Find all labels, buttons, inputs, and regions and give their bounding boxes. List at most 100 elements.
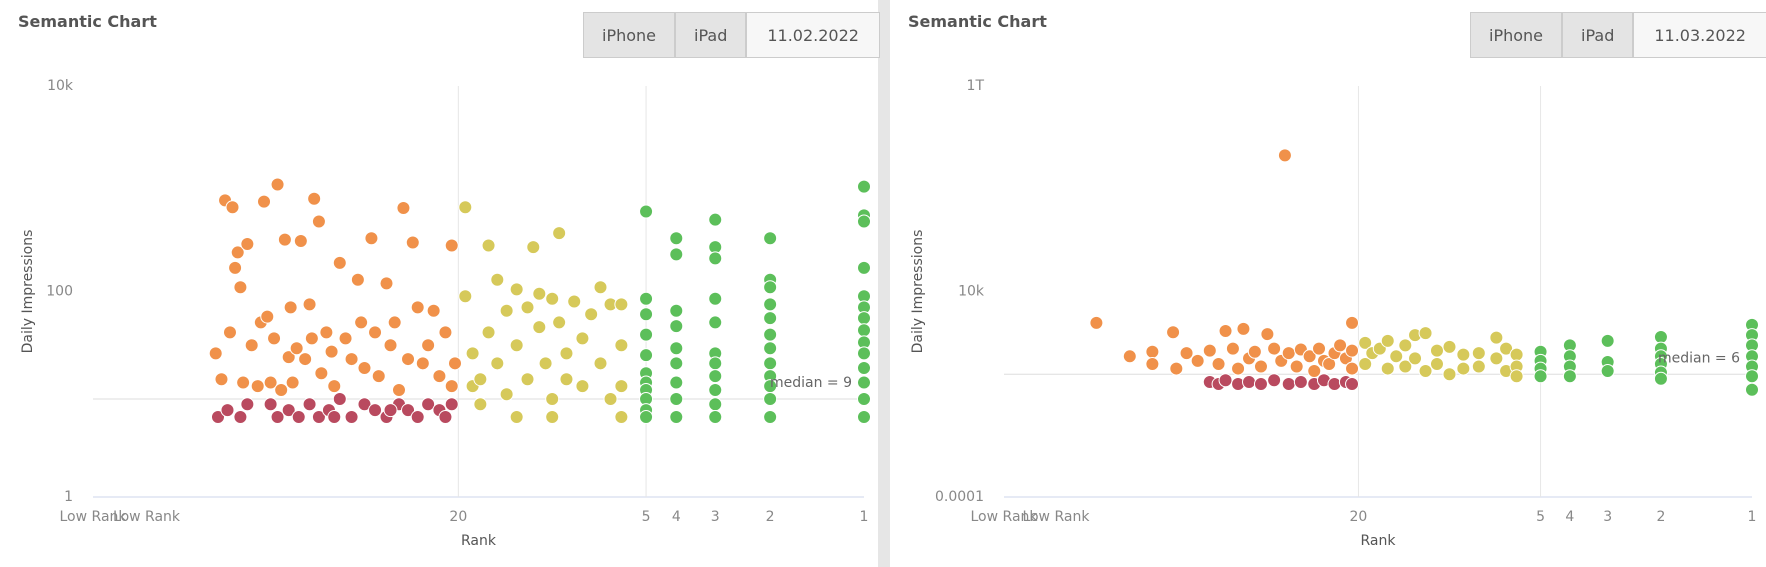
data-point	[222, 325, 237, 340]
chart-panel: Semantic Chart iPhone iPad 11.03.2022 Low Ra…	[890, 0, 1766, 567]
data-point	[354, 315, 369, 330]
data-point	[1312, 341, 1327, 356]
data-point	[1247, 344, 1262, 359]
data-point	[230, 245, 245, 260]
data-point	[708, 291, 723, 306]
y-tick-label: 1T	[967, 78, 985, 94]
y-axis-label: Daily Impressions	[910, 230, 926, 354]
data-point	[1358, 357, 1373, 372]
data-point	[344, 410, 359, 425]
data-point	[1653, 329, 1668, 344]
data-point	[1489, 351, 1504, 366]
data-point	[490, 272, 505, 287]
data-point	[368, 325, 383, 340]
toolbar: iPhone iPad 11.03.2022	[1470, 12, 1766, 58]
data-point	[1509, 369, 1524, 384]
data-point	[857, 323, 871, 338]
data-point	[763, 356, 778, 371]
data-point	[1600, 333, 1615, 348]
data-point	[327, 379, 342, 394]
data-point	[314, 366, 329, 381]
data-point	[344, 352, 359, 367]
data-point	[532, 320, 547, 335]
data-point	[465, 346, 480, 361]
data-point	[669, 375, 684, 390]
data-point	[857, 311, 871, 326]
data-point	[1418, 326, 1433, 341]
device-toggle[interactable]: iPad	[675, 12, 747, 58]
data-point	[225, 200, 240, 215]
x-tick-label: 2	[1656, 509, 1665, 525]
data-point	[1471, 359, 1486, 374]
data-point	[371, 369, 386, 384]
data-point	[1533, 369, 1548, 384]
data-point	[1745, 369, 1759, 384]
data-point	[481, 325, 496, 340]
data-point	[240, 236, 255, 251]
data-point	[270, 177, 285, 192]
data-point	[260, 309, 275, 324]
x-tick-label: 2	[766, 509, 775, 525]
x-axis-label: Rank	[461, 533, 497, 549]
data-point	[1429, 343, 1444, 358]
data-point	[857, 179, 871, 194]
data-point	[1277, 148, 1292, 163]
data-point	[1380, 333, 1395, 348]
data-point	[473, 372, 488, 387]
data-point	[458, 289, 473, 304]
data-point	[559, 372, 574, 387]
data-point	[708, 356, 723, 371]
device-toggle[interactable]: iPhone	[1470, 12, 1563, 58]
data-point	[509, 338, 524, 353]
data-point	[1398, 359, 1413, 374]
data-point	[669, 410, 684, 425]
date-picker[interactable]: 11.03.2022	[1633, 12, 1766, 58]
data-point	[708, 397, 723, 412]
data-point	[1236, 321, 1251, 336]
date-picker[interactable]: 11.02.2022	[746, 12, 880, 58]
data-point	[552, 315, 567, 330]
data-point	[669, 231, 684, 246]
device-toggle[interactable]: iPhone	[583, 12, 676, 58]
data-point	[1281, 346, 1296, 361]
data-point	[559, 346, 574, 361]
data-point	[509, 410, 524, 425]
data-point	[291, 410, 306, 425]
data-point	[281, 350, 296, 365]
data-point	[857, 346, 871, 361]
x-tick-label: 4	[1565, 509, 1574, 525]
device-toggle[interactable]: iPad	[1562, 12, 1634, 58]
x-tick-label: Low Rank	[971, 509, 1039, 525]
data-point	[1345, 315, 1360, 330]
data-point	[614, 297, 629, 312]
data-point	[532, 286, 547, 301]
data-point	[857, 391, 871, 406]
data-point	[1429, 357, 1444, 372]
data-point	[432, 369, 447, 384]
data-point	[1471, 346, 1486, 361]
data-point	[1345, 377, 1360, 392]
data-point	[639, 410, 654, 425]
data-point	[857, 375, 871, 390]
data-point	[332, 255, 347, 270]
data-point	[311, 214, 326, 229]
data-point	[857, 260, 871, 275]
data-point	[1267, 341, 1282, 356]
data-point	[1562, 369, 1577, 384]
data-point	[1398, 338, 1413, 353]
data-point	[426, 303, 441, 318]
data-point	[763, 327, 778, 342]
data-point	[405, 235, 420, 250]
data-point	[1179, 346, 1194, 361]
data-point	[244, 338, 259, 353]
data-point	[285, 375, 300, 390]
data-point	[575, 331, 590, 346]
data-point	[1456, 361, 1471, 376]
data-point	[1242, 374, 1257, 389]
data-point	[1166, 325, 1181, 340]
data-point	[267, 331, 282, 346]
data-point	[763, 231, 778, 246]
data-point	[481, 238, 496, 253]
